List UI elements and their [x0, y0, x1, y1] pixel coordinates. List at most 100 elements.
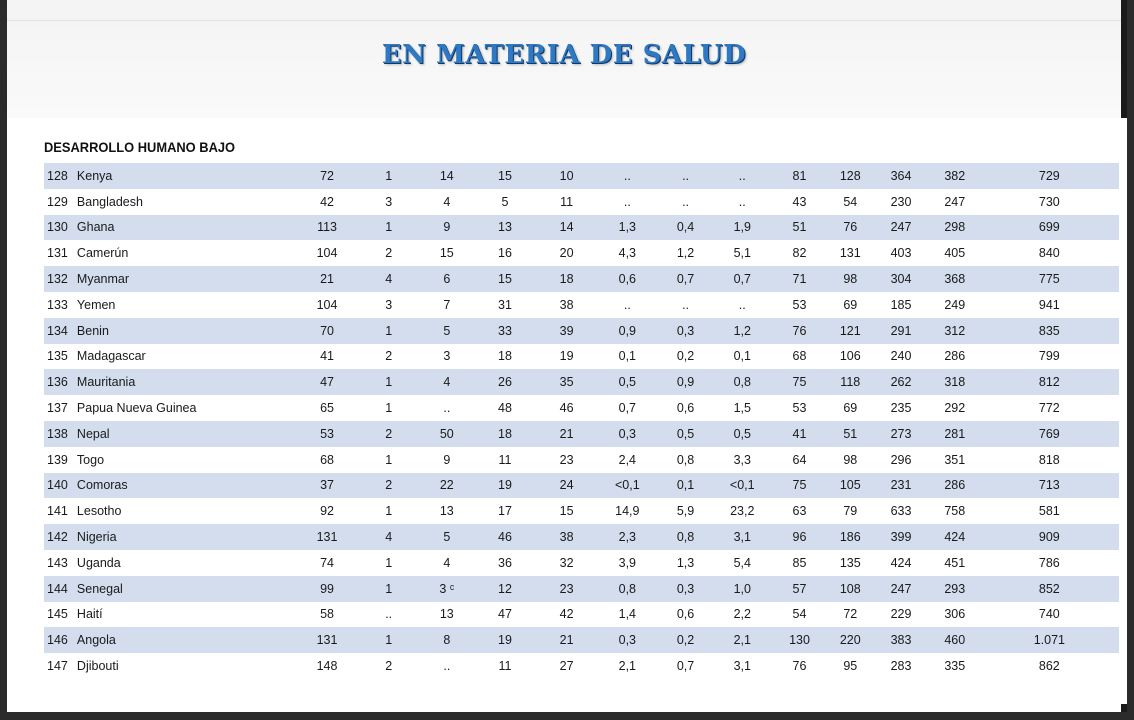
- rank-cell: 141: [47, 504, 68, 519]
- value-cell: 185: [890, 297, 912, 312]
- value-cell: 64: [792, 452, 807, 467]
- rank-cell: 134: [47, 323, 68, 338]
- value-cell: 53: [320, 426, 334, 441]
- value-cell: 713: [1038, 478, 1060, 493]
- value-cell: 9: [443, 452, 451, 467]
- value-cell: 57: [792, 581, 807, 596]
- value-cell: ..: [623, 297, 631, 312]
- table-row: 133 Yemen 104 3 7 31 38...... 53 69 185 249 941: [44, 291, 1119, 318]
- value-cell: 16: [498, 246, 512, 261]
- value-cell: 0,2: [676, 349, 695, 364]
- value-cell: 104: [316, 297, 338, 312]
- value-cell: 19: [559, 349, 574, 364]
- value-cell: 399: [890, 530, 912, 545]
- value-cell: 1,2: [676, 246, 695, 261]
- value-cell: 98: [843, 272, 858, 287]
- value-cell: 92: [320, 504, 334, 519]
- table-row: 135 Madagascar 41 2 3 18 19 0,1 0,2 0,1 68 106 240 28…: [44, 343, 1119, 370]
- value-cell: 941: [1038, 297, 1060, 312]
- rank-cell: 147: [47, 659, 68, 674]
- value-cell: 19: [498, 633, 512, 648]
- value-cell: 3,1: [733, 659, 751, 674]
- value-cell: 43: [792, 194, 807, 209]
- value-cell: 0,3: [618, 426, 637, 441]
- table-row: 139 Togo 68 1 9 11 23 2,4 0,8 3,3 64 98 296 351 818: [44, 446, 1119, 473]
- value-cell: 121: [839, 323, 861, 338]
- value-cell: 105: [839, 478, 861, 493]
- value-cell: 1,9: [733, 220, 751, 235]
- value-cell: 22: [439, 478, 454, 493]
- value-cell: 0,9: [618, 323, 637, 338]
- value-cell: 769: [1038, 426, 1060, 441]
- value-cell: 0,7: [733, 272, 751, 287]
- value-cell: 304: [890, 272, 912, 287]
- rank-cell: 136: [47, 375, 68, 390]
- value-cell: 247: [890, 581, 912, 596]
- value-cell: 81: [792, 168, 807, 183]
- value-cell: 74: [320, 555, 334, 570]
- value-cell: 0,8: [733, 375, 751, 390]
- value-cell: 235: [890, 401, 912, 416]
- value-cell: 38: [559, 297, 574, 312]
- value-cell: ..: [443, 401, 451, 416]
- value-cell: 0,1: [676, 478, 695, 493]
- table-row: 132 Myanmar 21 4 6 15 18 0,6 0,7 0,7 71 98 304 368 775: [44, 266, 1119, 292]
- value-cell: 699: [1038, 220, 1060, 235]
- value-cell: ..: [443, 659, 451, 674]
- value-cell: 424: [944, 530, 966, 545]
- value-cell: 75: [792, 478, 807, 493]
- value-cell: 0,4: [676, 220, 695, 235]
- value-cell: 14,9: [615, 504, 640, 519]
- value-cell: 840: [1038, 246, 1060, 261]
- country-cell: Kenya: [76, 168, 113, 183]
- value-cell: 33: [498, 323, 512, 338]
- value-cell: 13: [439, 504, 454, 519]
- value-cell: 68: [792, 349, 807, 364]
- rank-cell: 137: [47, 401, 68, 416]
- value-cell: 21: [559, 633, 574, 648]
- value-cell: ..: [682, 297, 690, 312]
- value-cell: 53: [792, 297, 807, 312]
- table-row: 137 Papua Nueva Guinea 65 1.. 48 46 0,7 0,6 1,5 5…: [44, 395, 1119, 421]
- value-cell: 39: [559, 323, 574, 338]
- value-cell: 0,1: [618, 349, 637, 364]
- country-cell: Haití: [76, 607, 103, 622]
- value-cell: 15: [498, 168, 512, 183]
- value-cell: 76: [843, 220, 858, 235]
- value-cell: <0,1: [729, 478, 755, 493]
- value-cell: 131: [316, 530, 338, 545]
- country-cell: Bangladesh: [76, 194, 143, 209]
- value-cell: 46: [498, 530, 512, 545]
- value-cell: 13: [439, 607, 454, 622]
- value-cell: 0,8: [676, 452, 695, 467]
- country-cell: Senegal: [76, 581, 123, 596]
- rank-cell: 132: [47, 272, 68, 287]
- value-cell: 9: [443, 220, 451, 235]
- value-cell: 0,7: [618, 401, 637, 416]
- rank-cell: 140: [47, 478, 68, 493]
- value-cell: 75: [792, 375, 807, 390]
- value-cell: 0,3: [676, 323, 695, 338]
- value-cell: 281: [944, 426, 966, 441]
- value-cell: 382: [944, 168, 966, 183]
- value-cell: 273: [890, 426, 912, 441]
- value-cell: 292: [944, 401, 966, 416]
- value-cell: 1,3: [676, 555, 695, 570]
- value-cell: 69: [843, 401, 858, 416]
- value-cell: 247: [944, 194, 966, 209]
- document-page: DESARROLLO HUMANO BAJO 128 Kenya 72 1 14 15 10…: [37, 118, 1127, 704]
- value-cell: 15: [439, 246, 454, 261]
- value-cell: 135: [839, 555, 861, 570]
- value-cell: 65: [320, 401, 334, 416]
- value-cell: 1: [385, 633, 393, 648]
- value-cell: 6: [443, 272, 451, 287]
- table-row: 129 Bangladesh 42 3 4 5 11...... 43 54 230 247 730: [44, 188, 1119, 215]
- value-cell: 23: [559, 452, 574, 467]
- value-cell: 19: [498, 478, 512, 493]
- value-cell: 312: [944, 323, 966, 338]
- value-cell: 4: [385, 530, 393, 545]
- value-cell: 130: [789, 633, 810, 648]
- value-cell: 383: [890, 633, 912, 648]
- value-cell: 740: [1038, 607, 1060, 622]
- value-cell: 220: [839, 633, 861, 648]
